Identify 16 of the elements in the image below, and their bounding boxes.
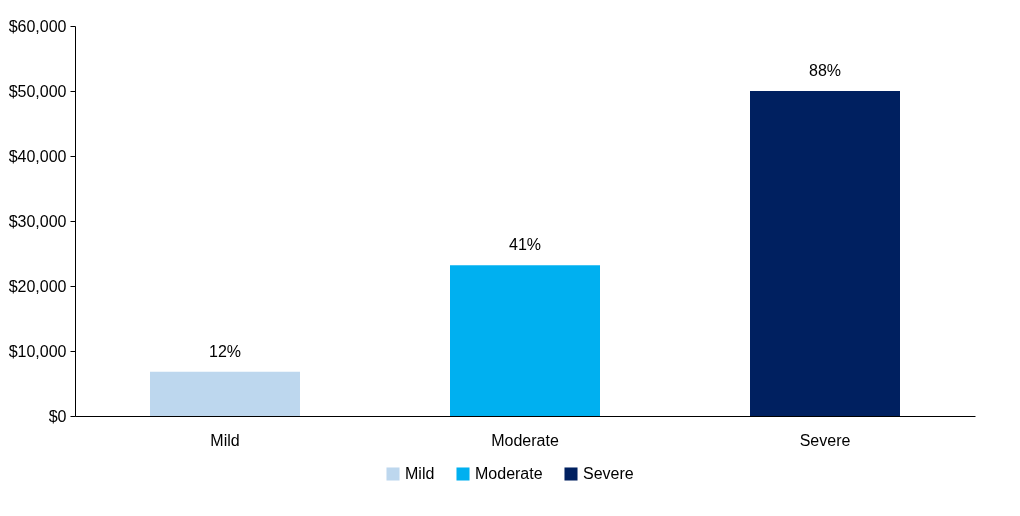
y-tick-label: $40,000 bbox=[8, 147, 67, 165]
legend-label: Severe bbox=[583, 465, 634, 482]
y-tick-label: $50,000 bbox=[8, 82, 67, 100]
y-tick-label: $60,000 bbox=[8, 17, 67, 35]
y-tick-label: $0 bbox=[48, 407, 67, 425]
x-tick-label: Mild bbox=[210, 431, 240, 449]
annotation: 12% bbox=[208, 342, 242, 360]
x-tick-label: Moderate bbox=[491, 431, 559, 449]
y-tick-label: $10,000 bbox=[8, 342, 67, 360]
y-tick-label: $20,000 bbox=[8, 277, 67, 295]
y-tick-label: $30,000 bbox=[8, 212, 67, 230]
annotation: 41% bbox=[508, 236, 542, 254]
legend-label: Moderate bbox=[475, 465, 543, 482]
annotation: 88% bbox=[808, 62, 842, 79]
legend-label: Mild bbox=[405, 465, 435, 482]
x-tick-label: Severe bbox=[799, 431, 851, 449]
